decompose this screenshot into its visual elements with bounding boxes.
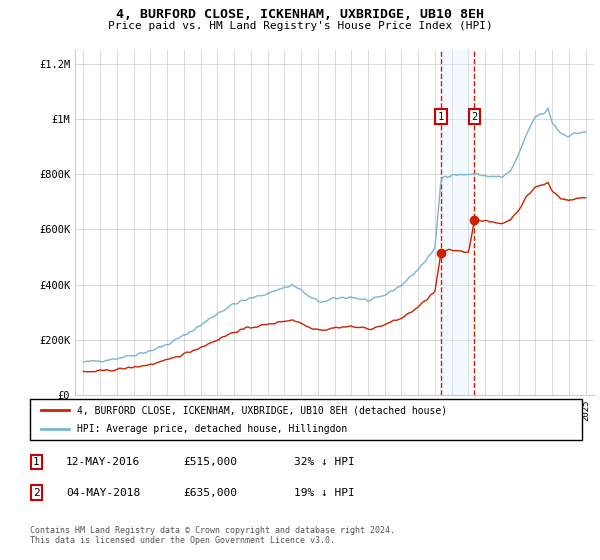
Text: 19% ↓ HPI: 19% ↓ HPI (294, 488, 355, 498)
Text: £515,000: £515,000 (183, 457, 237, 467)
Bar (441, 50, 475, 395)
Text: 1: 1 (438, 111, 444, 122)
Text: Price paid vs. HM Land Registry's House Price Index (HPI): Price paid vs. HM Land Registry's House … (107, 21, 493, 31)
Text: This data is licensed under the Open Government Licence v3.0.: This data is licensed under the Open Gov… (30, 536, 335, 545)
Text: Contains HM Land Registry data © Crown copyright and database right 2024.: Contains HM Land Registry data © Crown c… (30, 526, 395, 535)
Text: HPI: Average price, detached house, Hillingdon: HPI: Average price, detached house, Hill… (77, 424, 347, 433)
Text: 04-MAY-2018: 04-MAY-2018 (66, 488, 140, 498)
Text: 2: 2 (472, 111, 478, 122)
FancyBboxPatch shape (30, 399, 582, 440)
Text: 32% ↓ HPI: 32% ↓ HPI (294, 457, 355, 467)
Text: 4, BURFORD CLOSE, ICKENHAM, UXBRIDGE, UB10 8EH: 4, BURFORD CLOSE, ICKENHAM, UXBRIDGE, UB… (116, 8, 484, 21)
Text: £635,000: £635,000 (183, 488, 237, 498)
Text: 2: 2 (33, 488, 40, 498)
Text: 1: 1 (33, 457, 40, 467)
Text: 12-MAY-2016: 12-MAY-2016 (66, 457, 140, 467)
Text: 4, BURFORD CLOSE, ICKENHAM, UXBRIDGE, UB10 8EH (detached house): 4, BURFORD CLOSE, ICKENHAM, UXBRIDGE, UB… (77, 405, 447, 415)
